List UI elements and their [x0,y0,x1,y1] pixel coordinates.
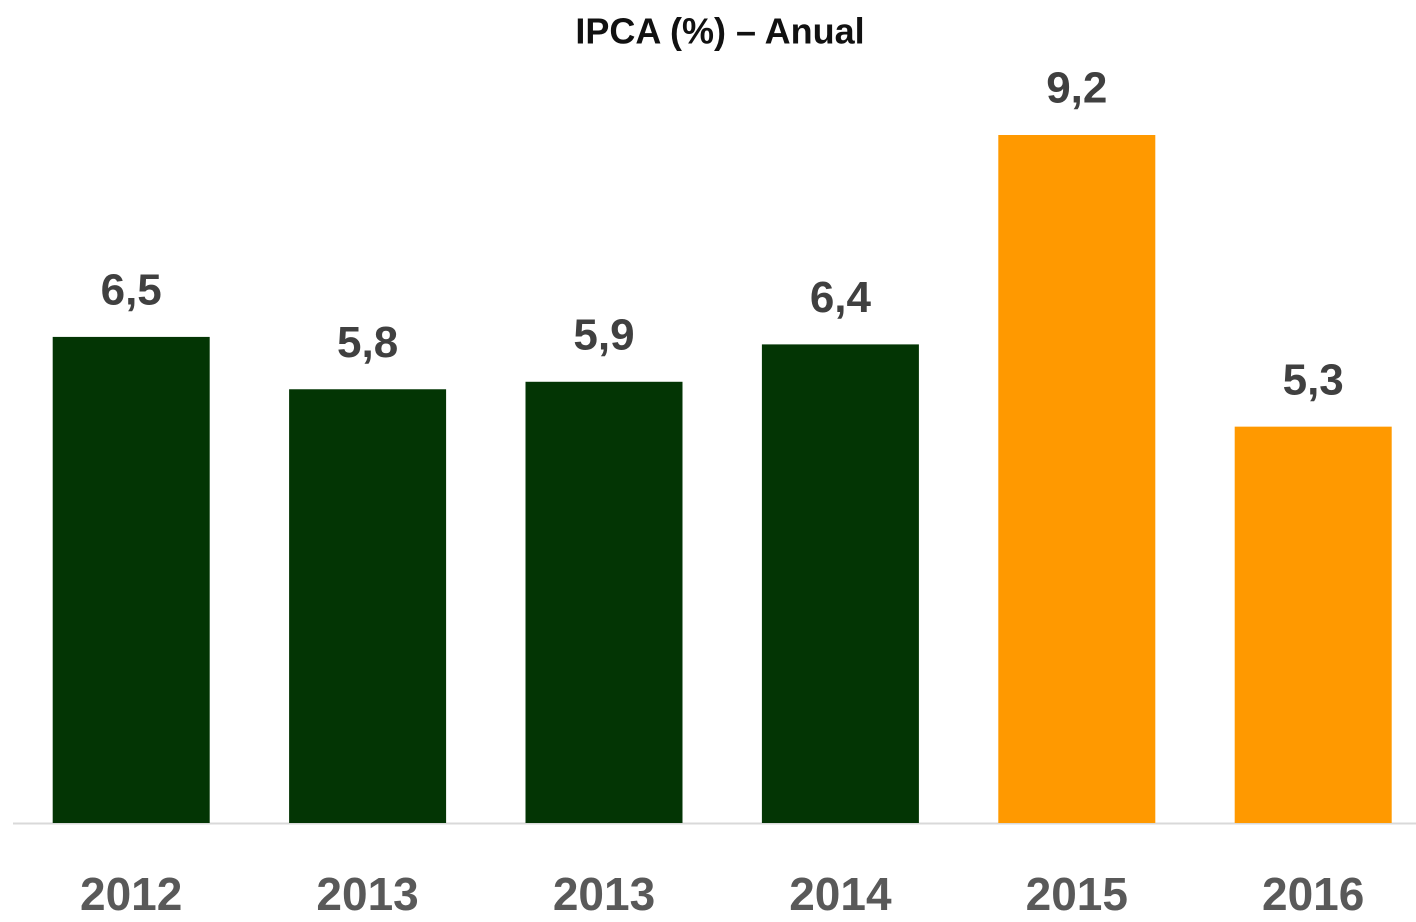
x-tick-label: 2013 [553,868,655,920]
bar [289,389,447,823]
value-label: 5,8 [337,318,398,367]
bar [52,336,210,823]
value-label: 5,3 [1283,355,1344,404]
bar [1234,426,1392,823]
value-label: 6,4 [810,273,872,322]
bar [761,344,919,823]
x-tick-label: 2012 [80,868,182,920]
x-tick-label: 2014 [789,868,892,920]
x-tick-label: 2015 [1026,868,1128,920]
value-label: 5,9 [573,310,634,359]
x-tick-label: 2013 [316,868,418,920]
x-tick-label: 2016 [1262,868,1364,920]
value-label: 9,2 [1046,64,1107,113]
chart-title: IPCA (%) – Anual [575,11,864,52]
bar [525,381,683,823]
bar [998,135,1156,823]
value-label: 6,5 [101,266,162,315]
